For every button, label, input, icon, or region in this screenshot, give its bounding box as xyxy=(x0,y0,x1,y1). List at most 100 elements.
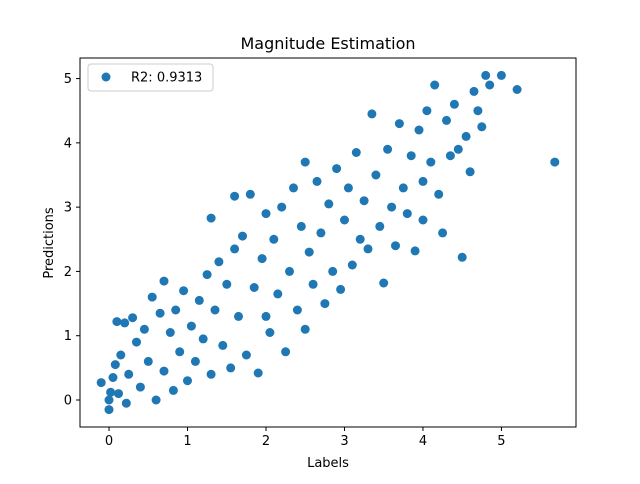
scatter-point xyxy=(383,144,393,154)
scatter-point xyxy=(485,80,495,90)
scatter-point xyxy=(194,295,204,305)
y-tick-label: 1 xyxy=(64,329,72,344)
scatter-point xyxy=(106,387,116,397)
legend-entry: R2: 0.9313 xyxy=(131,71,202,86)
scatter-point xyxy=(316,228,326,238)
scatter-point xyxy=(512,85,522,94)
legend-box xyxy=(87,63,214,92)
y-axis-label: Predictions xyxy=(42,207,57,279)
scatter-point xyxy=(473,106,483,116)
scatter-point xyxy=(312,176,322,186)
scatter-point xyxy=(261,209,271,219)
scatter-point xyxy=(300,324,310,334)
scatter-point xyxy=(230,191,240,201)
scatter-point xyxy=(351,148,361,157)
scatter-point xyxy=(367,109,377,119)
scatter-point xyxy=(359,196,369,206)
scatter-point xyxy=(190,356,200,366)
scatter-point xyxy=(438,228,448,238)
scatter-point xyxy=(406,151,416,161)
scatter-point xyxy=(135,382,145,392)
scatter-point xyxy=(198,334,208,344)
scatter-point xyxy=(445,151,455,161)
scatter-point xyxy=(96,378,106,388)
scatter-point xyxy=(124,369,134,379)
scatter-point xyxy=(234,311,243,321)
scatter-point xyxy=(226,363,236,373)
scatter-point xyxy=(414,125,424,135)
scatter-point xyxy=(245,189,255,199)
scatter-point xyxy=(371,170,381,180)
scatter-point xyxy=(143,356,153,366)
scatter-point xyxy=(277,202,287,212)
scatter-point xyxy=(550,157,560,167)
scatter-point xyxy=(249,283,259,292)
scatter-point xyxy=(347,260,357,270)
scatter-point xyxy=(391,241,400,251)
scatter-point xyxy=(155,308,165,318)
scatter-point xyxy=(355,234,365,244)
scatter-point xyxy=(426,157,436,167)
scatter-point xyxy=(147,292,157,302)
scatter-point xyxy=(183,376,192,386)
scatter-point xyxy=(175,347,185,357)
scatter-point xyxy=(418,176,428,186)
scatter-point xyxy=(186,321,196,331)
scatter-point xyxy=(496,70,506,80)
scatter-point xyxy=(453,144,463,154)
scatter-point xyxy=(159,276,169,286)
points-layer xyxy=(96,70,560,415)
scatter-point xyxy=(159,366,169,376)
scatter-point xyxy=(206,213,216,223)
scatter-point xyxy=(434,189,444,199)
scatter-point xyxy=(410,246,420,256)
y-tick-label: 5 xyxy=(64,72,72,87)
scatter-point xyxy=(179,286,189,296)
scatter-point xyxy=(340,215,349,225)
scatter-point xyxy=(461,131,471,141)
x-tick-label: 4 xyxy=(419,434,427,449)
scatter-point xyxy=(304,247,314,257)
scatter-point xyxy=(132,337,141,347)
scatter-point xyxy=(481,70,491,80)
scatter-point xyxy=(281,347,291,357)
scatter-point xyxy=(265,328,275,337)
scatter-point xyxy=(465,167,475,177)
scatter-point xyxy=(328,266,338,276)
scatter-point xyxy=(375,221,385,231)
y-ticks: 0 1 2 3 4 5 xyxy=(64,72,80,409)
scatter-point xyxy=(128,313,138,323)
scatter-point xyxy=(120,318,130,328)
scatter-point xyxy=(273,289,283,299)
scatter-point xyxy=(449,99,459,109)
scatter-point xyxy=(168,385,178,395)
scatter-point xyxy=(257,254,267,264)
scatter-point xyxy=(210,305,220,315)
scatter-point xyxy=(171,305,181,315)
scatter-point xyxy=(104,395,114,405)
scatter-point xyxy=(292,305,302,315)
x-tick-label: 5 xyxy=(497,434,505,449)
scatter-point xyxy=(139,324,149,334)
x-tick-label: 2 xyxy=(262,434,270,449)
scatter-point xyxy=(289,183,298,193)
scatter-point xyxy=(206,369,216,379)
scatter-point xyxy=(218,340,228,350)
scatter-point xyxy=(104,405,114,415)
scatter-point xyxy=(151,395,161,405)
scatter-point xyxy=(269,234,279,244)
scatter-point xyxy=(343,183,353,193)
scatter-point xyxy=(332,164,342,174)
scatter-point xyxy=(308,279,318,289)
legend-marker xyxy=(101,72,111,82)
scatter-point xyxy=(398,183,408,193)
scatter-point xyxy=(230,244,240,254)
chart-title: Magnitude Estimation xyxy=(240,34,415,53)
scatter-point xyxy=(320,299,330,309)
scatter-point xyxy=(108,373,118,382)
scatter-point xyxy=(442,115,451,125)
y-tick-label: 2 xyxy=(64,265,72,280)
scatter-point xyxy=(121,398,131,408)
scatter-point xyxy=(394,119,404,129)
